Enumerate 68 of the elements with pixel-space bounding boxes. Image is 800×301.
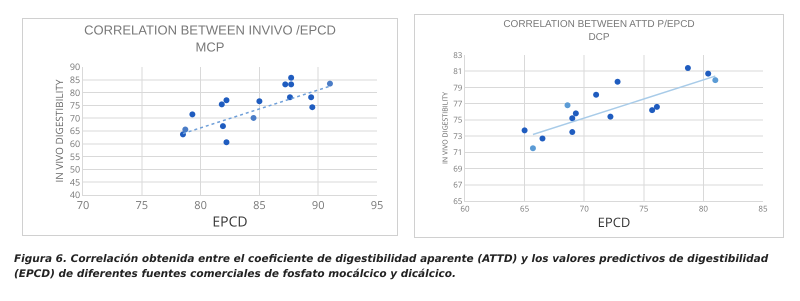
- point: [223, 97, 230, 104]
- x-axis-title: EPCD: [212, 212, 248, 232]
- point: [539, 136, 546, 142]
- point: [220, 123, 226, 130]
- y-tick-label: 65: [70, 124, 80, 138]
- x-tick-label: 70: [580, 204, 590, 215]
- point: [569, 129, 576, 136]
- x-tick-label: 75: [136, 198, 148, 214]
- y-tick-label: 77: [453, 98, 463, 110]
- y-tick-label: 79: [453, 82, 463, 94]
- point: [288, 81, 294, 88]
- chart-title: CORRELATION BETWEEN INVIVO /EPCD: [84, 22, 336, 38]
- y-tick-label: 55: [70, 150, 80, 163]
- y-tick-label: 90: [70, 60, 80, 74]
- y-tick-label: 45: [70, 175, 80, 188]
- point: [564, 102, 571, 108]
- y-tick-label: 73: [453, 130, 463, 142]
- y-tick-label: 60: [70, 136, 80, 150]
- point: [705, 70, 712, 77]
- x-tick-label: 75: [639, 204, 649, 215]
- x-tick-label: 80: [698, 204, 708, 215]
- point: [572, 110, 579, 116]
- x-tick-label: 80: [194, 198, 207, 214]
- y-tick-label: 75: [70, 98, 80, 112]
- y-tick-label: 40: [70, 188, 80, 202]
- point: [654, 104, 660, 110]
- point: [649, 107, 656, 114]
- y-tick-label: 50: [70, 162, 80, 176]
- point: [607, 114, 614, 120]
- x-axis-title: EPCD: [598, 213, 630, 232]
- chart-subtitle: MCP: [196, 40, 224, 54]
- point: [308, 94, 314, 100]
- y-tick-label: 70: [70, 111, 80, 124]
- y-axis-title: IN VIVO DIGESTIBILITY: [52, 79, 66, 183]
- y-tick-label: 67: [453, 180, 463, 191]
- point: [593, 92, 600, 98]
- chart-title: CORRELATION BETWEEN ATTD P/EPCD: [503, 19, 695, 30]
- y-tick-label: 75: [453, 114, 463, 126]
- point: [182, 126, 188, 132]
- y-tick-label: 71: [453, 147, 462, 158]
- x-tick-label: 65: [520, 204, 530, 215]
- point: [522, 127, 528, 134]
- point: [530, 145, 536, 152]
- y-tick-label: 69: [453, 163, 463, 174]
- point: [250, 114, 257, 121]
- text: Figura 6. Correlación obtenida entre el coeficiente de digestibilidad aparente (ATTD) y los valores predictivos de digestibilidad (EPCD) de diferentes fuentes comerciales de fosfato mocálcico y dicálcico.: [14, 252, 770, 282]
- point: [712, 77, 718, 84]
- y-tick-label: 83: [453, 50, 463, 61]
- point: [189, 111, 196, 118]
- point: [614, 78, 621, 85]
- y-tick-label: 85: [70, 72, 80, 86]
- point: [684, 64, 691, 71]
- x-tick-label: 90: [312, 198, 324, 214]
- point: [223, 139, 230, 146]
- y-tick-label: 80: [70, 86, 80, 99]
- x-tick-label: 85: [758, 204, 768, 215]
- x-tick-label: 85: [253, 198, 266, 214]
- point: [326, 80, 333, 87]
- point: [288, 74, 294, 81]
- point: [282, 81, 288, 88]
- chart-subtitle: DCP: [588, 32, 610, 43]
- point: [569, 115, 576, 122]
- point: [256, 98, 262, 104]
- point: [309, 104, 316, 110]
- x-tick-label: 95: [370, 198, 384, 214]
- x-tick-label: 60: [460, 204, 470, 215]
- y-tick-label: 81: [453, 66, 462, 78]
- point: [218, 101, 225, 108]
